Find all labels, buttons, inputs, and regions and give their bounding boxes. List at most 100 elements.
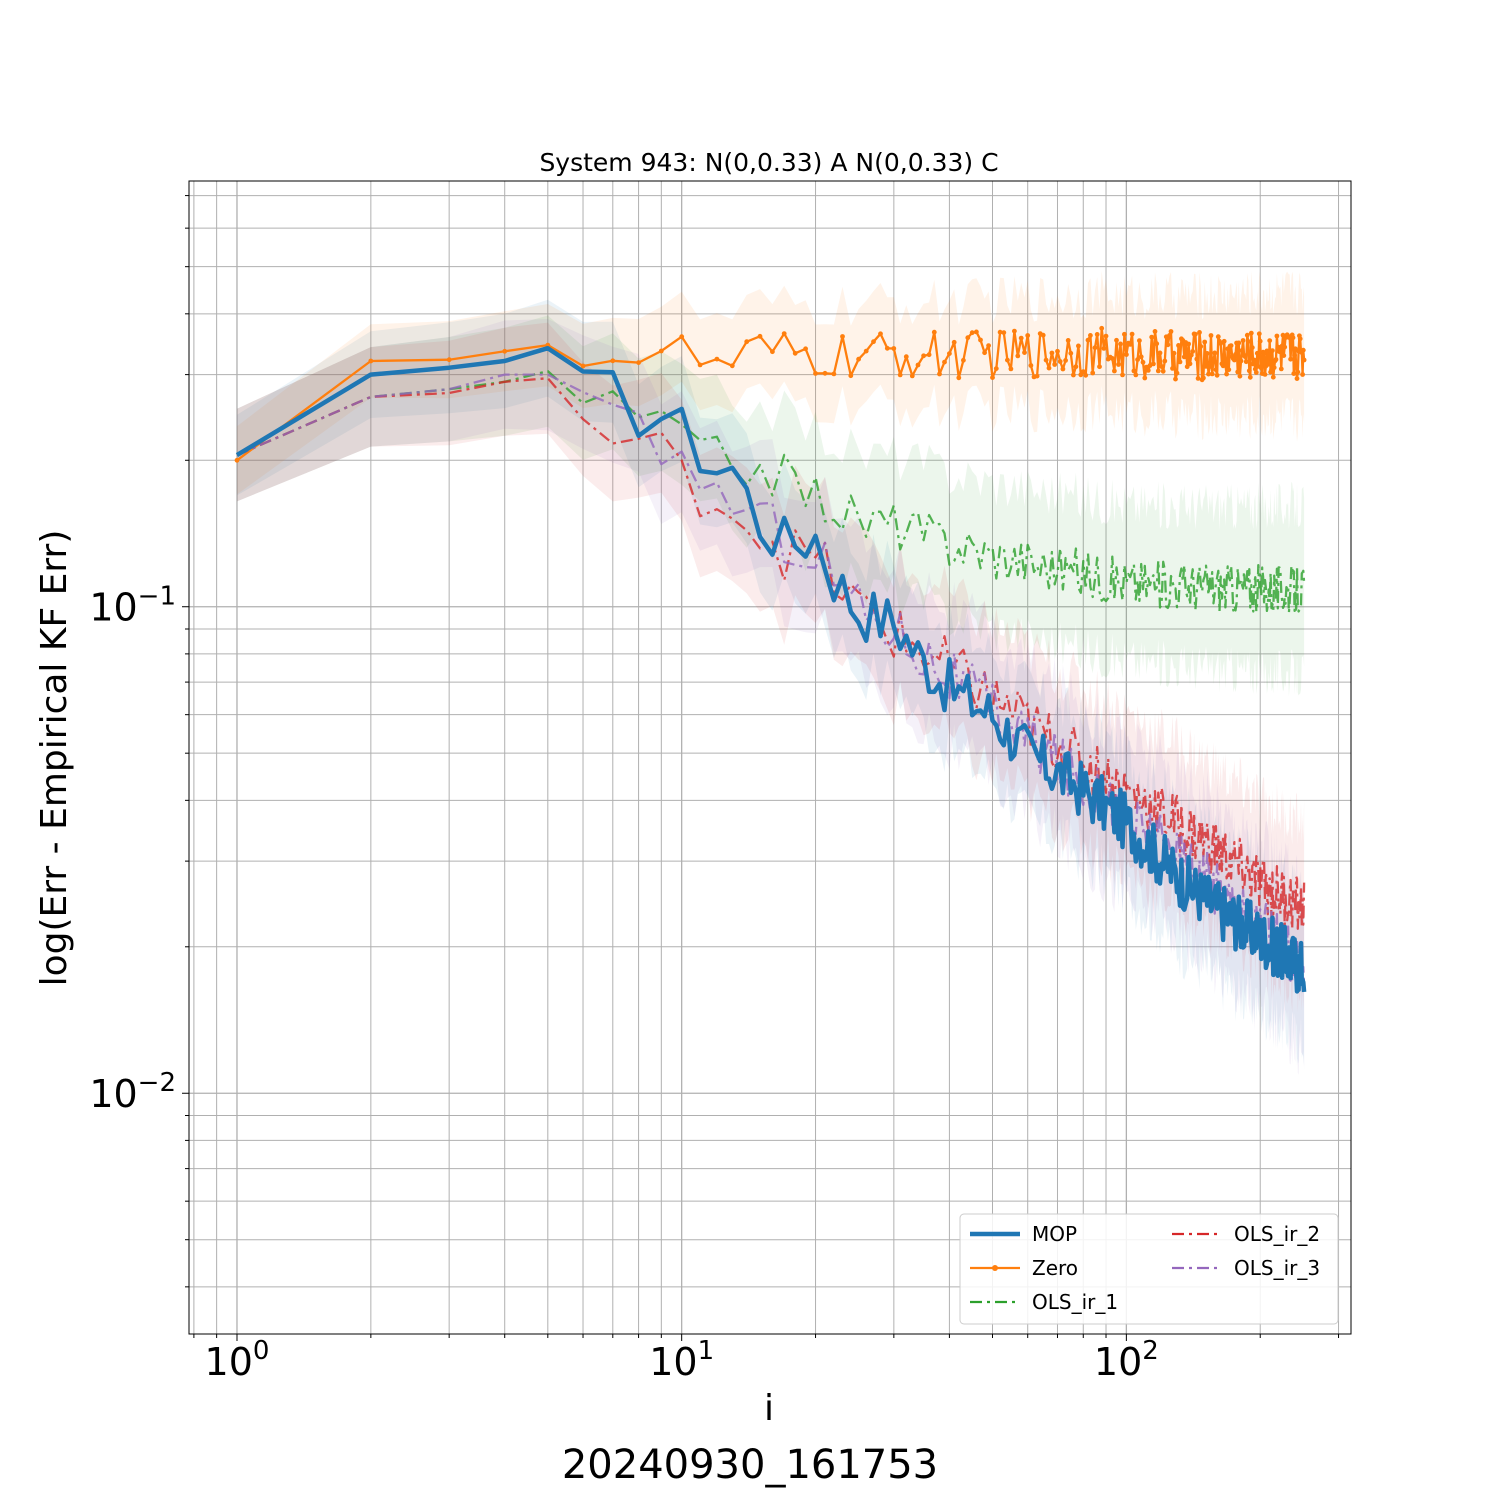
point-zero xyxy=(1080,369,1086,374)
point-zero xyxy=(1131,368,1137,374)
point-zero xyxy=(580,363,586,369)
point-zero xyxy=(909,373,915,379)
point-zero xyxy=(1157,350,1163,356)
point-zero xyxy=(1063,358,1068,363)
band-ols_ir_3 xyxy=(237,319,1305,1075)
point-zero xyxy=(1025,333,1031,338)
point-zero xyxy=(1060,366,1066,372)
point-zero xyxy=(1065,338,1071,343)
point-zero xyxy=(1085,337,1091,343)
legend-label-mop: MOP xyxy=(1032,1222,1077,1246)
band-ols_ir_1 xyxy=(237,315,1305,697)
series-lines xyxy=(234,325,1307,994)
point-zero xyxy=(1251,357,1257,363)
point-zero xyxy=(884,345,890,351)
footer-timestamp: 20240930_161753 xyxy=(562,1442,938,1488)
point-zero xyxy=(1197,330,1202,335)
point-zero xyxy=(965,335,971,341)
point-zero xyxy=(1290,335,1296,341)
point-zero xyxy=(1274,333,1280,339)
point-zero xyxy=(1145,368,1151,373)
point-zero xyxy=(993,366,999,371)
point-zero xyxy=(1043,357,1049,363)
point-zero xyxy=(986,343,991,348)
point-zero xyxy=(1235,369,1241,375)
point-zero xyxy=(1262,372,1268,377)
point-zero xyxy=(1282,344,1288,350)
point-zero xyxy=(1174,370,1180,376)
point-zero xyxy=(803,346,808,352)
x-tick-label: 102 xyxy=(1094,1336,1159,1384)
point-zero xyxy=(1238,358,1244,364)
point-zero xyxy=(1101,346,1107,351)
point-zero xyxy=(636,360,641,365)
point-zero xyxy=(1071,372,1076,378)
x-axis-label: i xyxy=(764,1388,774,1429)
point-zero xyxy=(961,357,966,363)
point-zero xyxy=(658,348,664,354)
point-zero xyxy=(1008,366,1014,372)
point-zero xyxy=(1244,332,1250,338)
point-zero xyxy=(813,371,818,376)
point-zero xyxy=(1012,328,1017,334)
point-zero xyxy=(1073,364,1079,370)
point-zero xyxy=(1203,364,1209,369)
point-zero xyxy=(1140,359,1146,365)
point-zero xyxy=(978,337,983,343)
point-zero xyxy=(1133,372,1139,378)
point-zero xyxy=(1114,337,1119,343)
point-zero xyxy=(1159,364,1164,369)
point-zero xyxy=(1201,375,1206,381)
point-zero xyxy=(1209,371,1215,377)
point-zero xyxy=(969,330,975,336)
point-zero xyxy=(1254,350,1260,356)
point-zero xyxy=(1177,359,1183,365)
point-zero xyxy=(1207,364,1213,369)
point-zero xyxy=(1248,330,1254,336)
point-zero xyxy=(1270,348,1275,353)
point-zero xyxy=(840,334,845,339)
point-zero xyxy=(1245,339,1251,344)
x-tick-label: 100 xyxy=(205,1336,270,1384)
point-zero xyxy=(1168,329,1174,334)
point-zero xyxy=(1068,350,1074,356)
point-zero xyxy=(1149,334,1155,340)
x-tick-label: 101 xyxy=(649,1336,714,1384)
legend: MOP Zero OLS_ir_1 OLS_ir_2 OLS_ir_3 xyxy=(959,1213,1339,1325)
point-zero xyxy=(1057,359,1063,364)
point-zero xyxy=(1040,332,1046,338)
point-zero xyxy=(1187,361,1193,367)
point-zero xyxy=(871,339,876,345)
point-zero xyxy=(848,373,854,379)
point-zero xyxy=(1291,371,1297,376)
point-zero xyxy=(1233,352,1238,357)
point-zero xyxy=(502,348,508,354)
point-zero xyxy=(1301,357,1307,363)
axis-ticks: 100 101 102 10−2 10−1 xyxy=(89,195,1340,1384)
point-zero xyxy=(1097,364,1102,370)
point-zero xyxy=(951,339,957,345)
point-zero xyxy=(1052,362,1058,367)
point-zero xyxy=(1288,356,1293,362)
series-line-ols_ir_1 xyxy=(236,369,1306,614)
point-zero xyxy=(1170,366,1175,371)
point-zero xyxy=(1293,365,1299,370)
point-zero xyxy=(1099,325,1105,331)
point-zero xyxy=(974,329,979,335)
point-zero xyxy=(1273,357,1279,362)
chart-title: System 943: N(0,0.33) A N(0,0.33) C xyxy=(539,148,998,177)
legend-label-ols_ir_2: OLS_ir_2 xyxy=(1234,1222,1320,1246)
band-zero xyxy=(237,270,1305,495)
point-zero xyxy=(1224,371,1229,377)
legend-label-zero: Zero xyxy=(1032,1256,1078,1280)
point-zero xyxy=(1154,341,1160,347)
point-zero xyxy=(1300,347,1306,353)
point-zero xyxy=(1202,339,1208,345)
point-zero xyxy=(990,375,995,380)
point-zero xyxy=(1193,331,1198,337)
point-zero xyxy=(931,329,937,335)
point-zero xyxy=(1206,371,1211,377)
point-zero xyxy=(997,329,1003,335)
point-zero xyxy=(1223,362,1228,368)
point-zero xyxy=(1001,330,1007,335)
